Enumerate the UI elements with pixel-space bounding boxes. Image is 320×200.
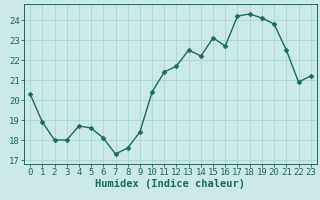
- X-axis label: Humidex (Indice chaleur): Humidex (Indice chaleur): [95, 179, 245, 189]
